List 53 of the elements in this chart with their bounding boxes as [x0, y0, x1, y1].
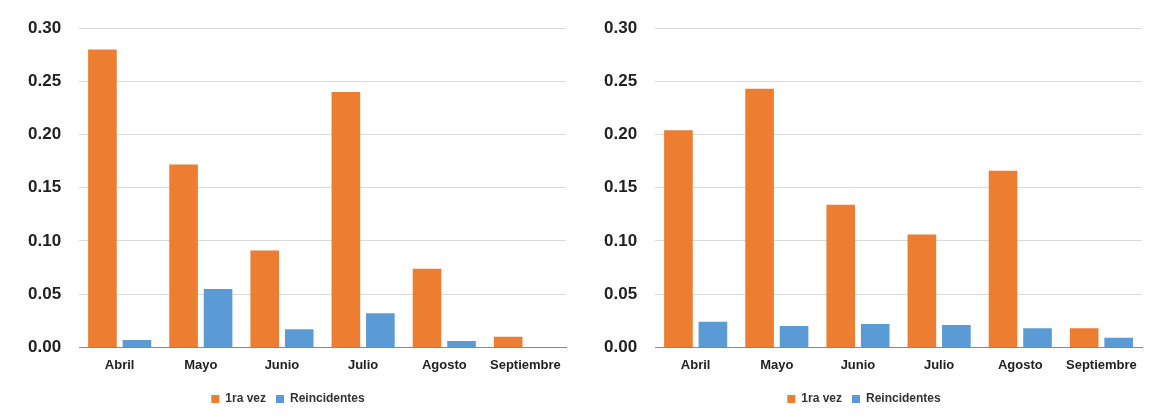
x-tick-label: Abril	[104, 356, 135, 372]
x-tick-label: Junio	[264, 356, 300, 372]
bar	[942, 325, 971, 347]
y-tick-label: 0.20	[27, 124, 62, 144]
y-tick-label: 0.00	[603, 337, 638, 357]
legend-label: 1ra vez	[801, 391, 843, 406]
x-tick-label: Abril	[680, 356, 711, 372]
y-tick-label: 0.25	[603, 71, 638, 91]
y-tick-label: 0.20	[603, 124, 638, 144]
x-tick-label: Mayo	[184, 356, 218, 372]
bar	[366, 313, 395, 347]
legend-label: Reincidentes	[290, 391, 366, 406]
bar	[988, 170, 1018, 347]
y-tick-label: 0.15	[603, 177, 638, 197]
x-tick-label: Junio	[840, 356, 876, 372]
y-tick-label: 0.05	[27, 283, 62, 303]
bar	[860, 323, 890, 347]
y-tick-label: 0.30	[27, 17, 62, 37]
y-tick-label: 0.15	[27, 177, 62, 197]
x-tick-label: Septiembre	[490, 356, 561, 372]
bar	[1104, 337, 1133, 347]
bar	[250, 250, 280, 347]
bar	[779, 326, 809, 347]
bar	[412, 268, 442, 347]
bar	[698, 321, 728, 347]
y-tick-label: 0.05	[603, 283, 638, 303]
y-tick-label: 0.00	[27, 337, 62, 357]
bar	[284, 329, 314, 347]
legend-label: Reincidentes	[866, 391, 942, 406]
bar	[122, 339, 152, 347]
bar	[169, 164, 198, 347]
x-tick-label: Julio	[347, 356, 379, 372]
y-tick-label: 0.10	[27, 230, 62, 250]
x-tick-label: Julio	[923, 356, 955, 372]
bar	[664, 130, 693, 347]
x-tick-label: Mayo	[760, 356, 794, 372]
bar	[331, 92, 361, 347]
bar	[1069, 328, 1099, 347]
bar	[203, 288, 233, 347]
x-tick-label: Agosto	[421, 356, 467, 372]
bar	[1023, 328, 1052, 347]
bar	[88, 49, 117, 347]
y-tick-label: 0.25	[27, 71, 62, 91]
legend-label: 1ra vez	[225, 391, 267, 406]
bar	[907, 234, 937, 347]
y-tick-label: 0.30	[603, 17, 638, 37]
bar	[493, 336, 523, 347]
x-tick-label: Agosto	[997, 356, 1043, 372]
bar	[745, 88, 774, 347]
bar	[447, 341, 476, 347]
x-tick-label: Septiembre	[1066, 356, 1137, 372]
bar	[826, 204, 856, 347]
y-tick-label: 0.10	[603, 230, 638, 250]
